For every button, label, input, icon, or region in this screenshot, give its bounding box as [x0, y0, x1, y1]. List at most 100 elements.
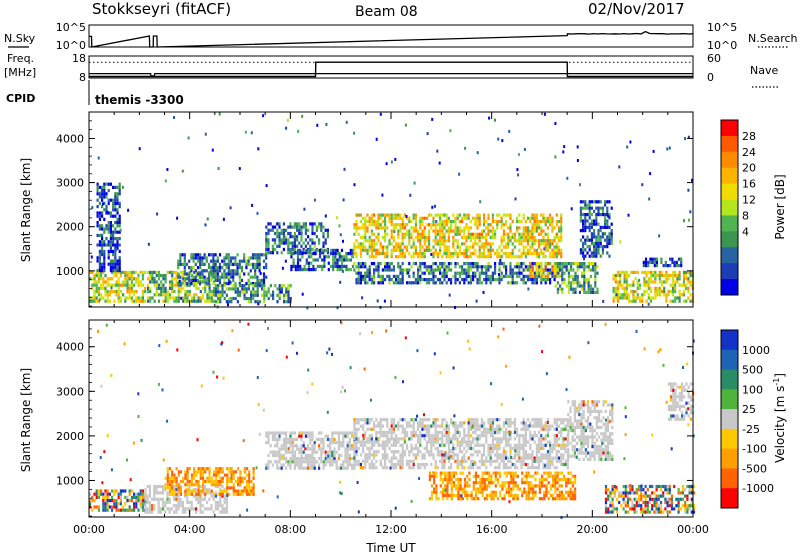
scatter-cell	[320, 450, 323, 454]
scatter-cell	[386, 456, 389, 460]
scatter-cell	[313, 447, 316, 451]
scatter-cell	[531, 281, 534, 285]
scatter-cell	[574, 290, 577, 294]
scatter-cell	[412, 255, 415, 259]
scatter-cell	[386, 245, 389, 249]
noise-frame	[88, 24, 694, 48]
scatter-cell	[175, 497, 178, 501]
scatter-cell	[491, 450, 494, 454]
scatter-cell	[538, 245, 541, 249]
scatter-cell	[215, 483, 218, 487]
scatter-cell	[103, 201, 106, 205]
scatter-cell	[153, 299, 156, 303]
scatter-cell	[500, 235, 503, 240]
scatter-cell	[487, 459, 490, 463]
scatter-cell	[388, 459, 391, 463]
scatter-cell	[324, 463, 327, 467]
scatter-cell	[111, 495, 114, 499]
scatter-cell	[432, 229, 435, 233]
scatter-cell	[201, 479, 205, 484]
scatter-cell	[206, 476, 209, 480]
scatter-cell	[491, 216, 494, 220]
scatter-cell	[450, 462, 453, 467]
scatter-cell	[588, 222, 591, 226]
scatter-cell	[349, 258, 352, 262]
scatter-cell	[401, 466, 404, 470]
scatter-cell	[584, 248, 587, 252]
scatter-cell	[502, 434, 505, 438]
scatter-cell	[439, 450, 442, 454]
scatter-cell	[634, 296, 637, 300]
scatter-cell	[245, 489, 249, 493]
scatter-cell	[561, 290, 564, 294]
scatter-cell	[97, 280, 100, 284]
scatter-cell	[465, 450, 468, 454]
scatter-cell	[397, 462, 400, 467]
scatter-cell	[589, 290, 592, 294]
scatter-cell	[276, 251, 279, 255]
scatter-cell	[556, 271, 559, 275]
scatter-cell	[478, 216, 481, 220]
scatter-cell	[144, 510, 147, 514]
scatter-cell	[280, 231, 283, 236]
scatter-cell	[454, 219, 457, 224]
scatter-cell	[318, 463, 321, 467]
scatter-cell	[303, 268, 306, 272]
scatter-cell	[221, 272, 224, 276]
scatter-cell	[421, 235, 424, 240]
scatter-cell	[93, 505, 96, 509]
scatter-cell	[102, 495, 105, 499]
scatter-cell	[155, 270, 158, 274]
scatter-cell	[320, 225, 323, 229]
scatter-cell	[364, 245, 367, 249]
scatter-cell	[542, 242, 545, 246]
scatter-cell	[370, 274, 373, 278]
scatter-cell	[179, 492, 183, 496]
scatter-cell	[219, 500, 222, 505]
scatter-cell	[584, 225, 587, 229]
scatter-cell	[417, 265, 420, 269]
scatter-cell	[359, 466, 362, 470]
scatter-cell	[254, 275, 257, 279]
scatter-cell	[498, 462, 501, 467]
scatter-cell	[95, 290, 98, 294]
scatter-cell	[428, 245, 431, 249]
scatter-cell	[293, 222, 296, 226]
scatter-noise	[413, 181, 416, 185]
scatter-cell	[542, 213, 545, 217]
scatter-cell	[483, 446, 486, 451]
scatter-cell	[218, 269, 222, 273]
scatter-cell	[546, 232, 549, 236]
scatter-cell	[96, 214, 99, 218]
scatter-cell	[445, 437, 448, 441]
scatter-cell	[168, 280, 172, 284]
scatter-cell	[107, 262, 110, 266]
scatter-cell	[502, 437, 505, 441]
scatter-cell	[518, 274, 521, 278]
scatter-noise	[204, 223, 207, 227]
scatter-cell	[366, 456, 369, 460]
scatter-cell	[593, 235, 596, 239]
scatter-cell	[280, 284, 283, 288]
scatter-cell	[527, 251, 530, 256]
scatter-cell	[192, 253, 195, 257]
scatter-cell	[366, 271, 369, 275]
scatter-cell	[472, 251, 475, 256]
scatter-cell	[157, 299, 161, 303]
scatter-cell	[561, 262, 564, 266]
scatter-cell	[298, 431, 301, 435]
scatter-noise	[250, 131, 253, 135]
scatter-cell	[375, 242, 378, 246]
scatter-cell	[322, 437, 325, 441]
scatter-cell	[430, 226, 433, 230]
scatter-cell	[392, 453, 395, 457]
scatter-cell	[535, 239, 538, 243]
scatter-cell	[247, 296, 250, 301]
scatter-cell	[237, 467, 240, 471]
scatter-cell	[355, 281, 358, 285]
scatter-cell	[112, 230, 115, 234]
scatter-cell	[542, 219, 545, 224]
scatter-cell	[336, 258, 339, 262]
scatter-cell	[406, 446, 409, 451]
scatter-cell	[474, 427, 477, 431]
